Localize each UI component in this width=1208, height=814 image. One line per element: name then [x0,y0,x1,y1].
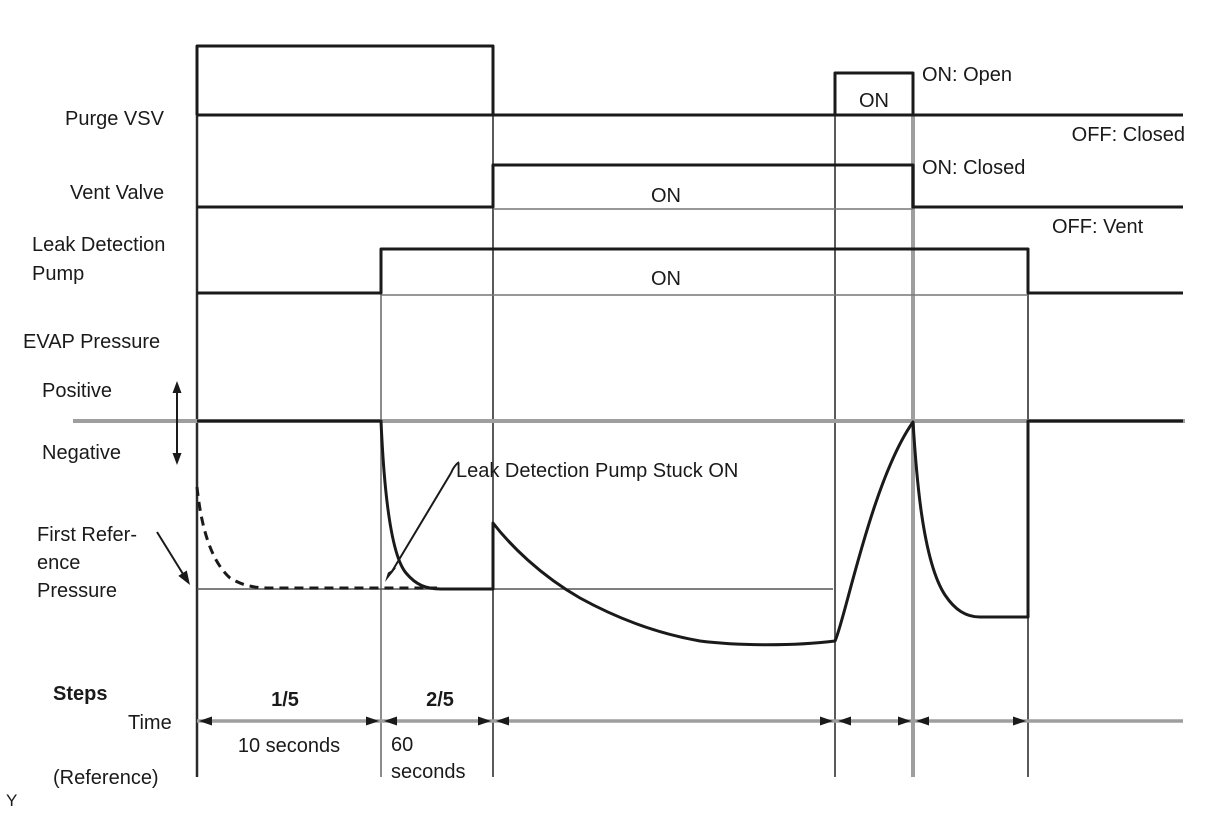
purge-off-note: OFF: Closed [1071,124,1185,146]
purge-pulse-on-label: ON [859,90,889,112]
vent-off-note: OFF: Vent [1052,216,1144,238]
first-reference-label-line2: ence [37,552,81,574]
pump-on-label: ON [651,268,681,290]
vent-valve-trace [197,163,1183,209]
purge-on-note: ON: Open [922,64,1013,86]
time-dimension-arrowheads [199,716,1026,726]
negative-label: Negative [42,442,121,464]
purge-vsv-label: Purge VSV [65,108,164,130]
step1-label: 1/5 [271,689,299,711]
first-reference-arrow [156,531,190,585]
vent-valve-label: Vent Valve [70,182,165,204]
leak-pump-label-line1: Leak Detection [32,234,166,256]
positive-label: Positive [42,380,113,402]
first-reference-label-line3: Pressure [37,580,118,602]
step2-time-line2: seconds [391,761,466,783]
leak-pump-label-line2: Pump [32,263,85,285]
stuck-on-arrow [385,461,460,582]
figure-corner-mark: Y [6,791,18,810]
reference-label: (Reference) [53,767,159,789]
evap-pressure-trace [197,419,1183,647]
steps-label: Steps [53,683,108,705]
step2-time-line1: 60 [391,734,414,756]
leak-pump-trace [197,247,1183,295]
purge-vsv-trace [195,44,1183,117]
time-label: Time [128,712,172,734]
vent-on-label: ON [651,185,681,207]
positive-negative-arrow [172,381,182,465]
stuck-on-annotation: Leak Detection Pump Stuck ON [456,460,739,482]
first-reference-label-line1: First Refer- [37,524,137,546]
evap-pressure-normal-dashed [195,486,437,590]
step1-time-label: 10 seconds [237,735,341,757]
vent-on-note: ON: Closed [922,157,1026,179]
step2-label: 2/5 [426,689,454,711]
evap-pressure-label: EVAP Pressure [23,331,161,353]
